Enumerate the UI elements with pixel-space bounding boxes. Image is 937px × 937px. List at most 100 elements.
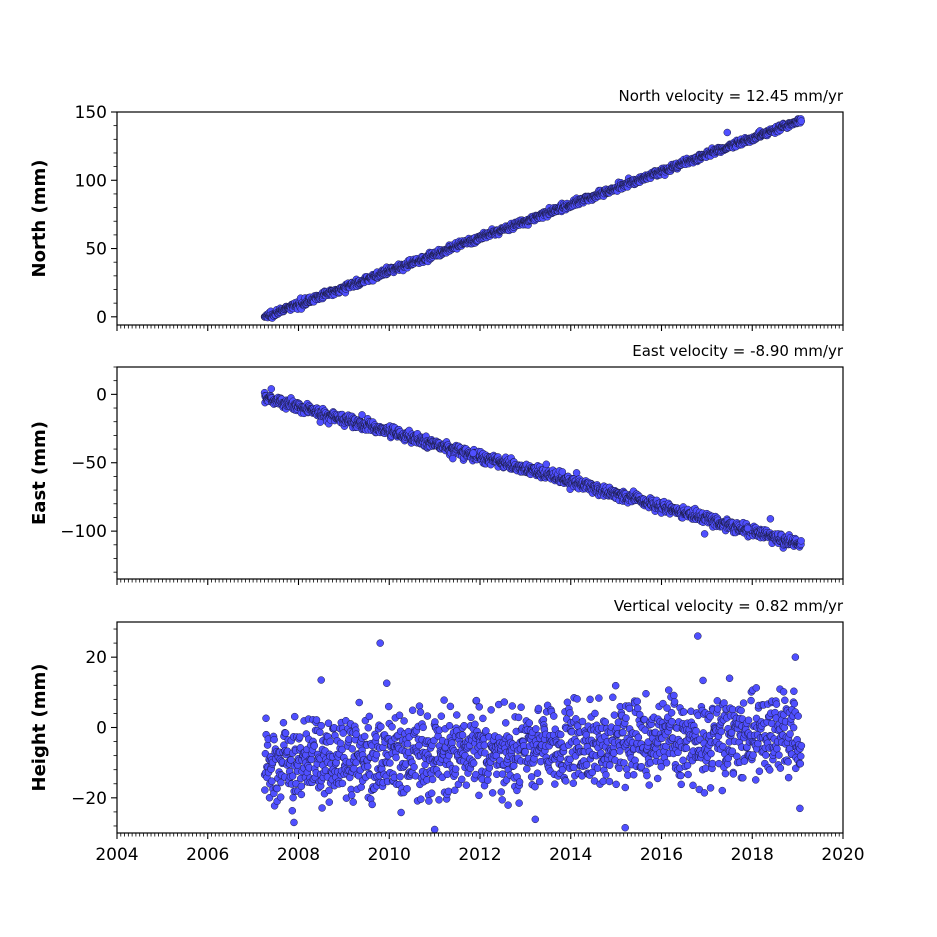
height-data-point [504, 801, 512, 809]
height-data-point [515, 778, 524, 786]
height-data-point [739, 699, 748, 707]
height-data-point [534, 704, 543, 713]
height-x-tick-label: 2010 [368, 845, 411, 865]
height-x-tick-label: 2016 [640, 845, 683, 865]
height-data-point [498, 770, 507, 778]
height-data-point [287, 756, 295, 764]
height-data-point [388, 723, 396, 731]
height-data-point [558, 765, 567, 774]
height-data-point [479, 714, 487, 723]
north-outlier-point [723, 128, 732, 137]
north-panel: North velocity = 12.45 mm/yr North (mm) 0 5… [29, 87, 844, 331]
height-data-point [475, 791, 483, 800]
height-data-point [419, 723, 427, 732]
height-data-point [637, 762, 646, 771]
height-data-point [797, 742, 806, 750]
height-data-point [684, 770, 692, 779]
height-data-point [796, 759, 805, 768]
height-data-point [550, 712, 558, 720]
height-y-tick-label: −20 [71, 789, 107, 809]
height-data-point [508, 702, 516, 710]
height-data-point [609, 693, 617, 702]
height-data-point [500, 698, 509, 706]
height-data-point [532, 725, 540, 733]
height-data-point [297, 782, 306, 790]
height-data-point [290, 712, 299, 721]
height-data-point [692, 727, 700, 735]
height-x-tick-label: 2018 [731, 845, 774, 865]
height-data-point [634, 733, 643, 742]
height-data-point [728, 705, 737, 714]
height-data-point [566, 755, 574, 764]
north-velocity-subtitle: North velocity = 12.45 mm/yr [619, 87, 844, 105]
height-data-point [751, 776, 760, 784]
height-data-point [444, 787, 453, 796]
height-data-point [629, 771, 638, 779]
north-y-tick-label: 100 [75, 171, 107, 191]
height-data-point [610, 711, 619, 719]
height-data-point [425, 797, 433, 805]
height-data-point [338, 779, 347, 788]
height-data-point [451, 765, 460, 773]
height-data-point [273, 784, 281, 793]
height-data-point [667, 709, 676, 717]
height-data-point [348, 745, 356, 753]
height-data-point [497, 788, 505, 796]
north-y-tick-label: 150 [75, 103, 107, 123]
height-data-point [471, 720, 479, 729]
height-data-point [469, 759, 478, 767]
height-data-point [276, 793, 285, 801]
height-data-point [531, 815, 540, 824]
height-points [260, 632, 806, 833]
north-y-tick-label: 50 [85, 240, 107, 260]
height-data-point [445, 721, 454, 730]
height-data-point [786, 730, 794, 738]
height-data-point [462, 781, 471, 789]
height-outlier-point [791, 653, 800, 661]
height-data-point [501, 719, 510, 727]
height-data-point [556, 730, 565, 739]
height-outlier-point [621, 823, 629, 832]
height-outlier-point [317, 676, 325, 684]
height-data-point [533, 769, 542, 777]
height-data-point [645, 781, 653, 789]
height-data-point [297, 790, 306, 799]
height-data-point [336, 739, 345, 748]
height-data-point [288, 772, 297, 780]
height-data-point [631, 756, 639, 765]
east-axis-label: East (mm) [29, 421, 50, 525]
height-data-point [772, 700, 781, 708]
height-data-point [700, 789, 709, 797]
height-data-point [318, 804, 326, 812]
height-data-point [382, 679, 391, 687]
height-data-point [296, 733, 304, 741]
height-data-point [268, 777, 276, 785]
east-axes-frame [116, 366, 844, 580]
height-data-point [349, 798, 357, 806]
height-data-point [612, 780, 620, 789]
height-data-point [417, 795, 425, 803]
height-data-point [677, 771, 685, 780]
height-data-point [708, 759, 717, 768]
east-velocity-subtitle: East velocity = -8.90 mm/yr [632, 342, 844, 360]
height-velocity-subtitle: Vertical velocity = 0.82 mm/yr [614, 597, 844, 615]
height-data-point [605, 777, 614, 786]
height-data-point [597, 749, 605, 757]
height-data-point [784, 773, 793, 782]
height-data-point [437, 712, 446, 720]
height-data-point [625, 704, 634, 713]
height-data-point [728, 747, 737, 756]
height-data-point [452, 711, 461, 719]
height-data-point [488, 789, 497, 797]
height-data-point [261, 786, 269, 794]
height-data-point [325, 798, 334, 806]
height-data-point [729, 770, 738, 778]
east-outlier-point [267, 385, 276, 393]
height-data-point [622, 714, 630, 722]
height-data-point [773, 745, 781, 753]
height-data-point [689, 781, 697, 790]
height-data-point [457, 775, 466, 784]
height-data-point [521, 748, 529, 756]
height-data-point [397, 808, 405, 817]
height-data-point [415, 702, 424, 710]
